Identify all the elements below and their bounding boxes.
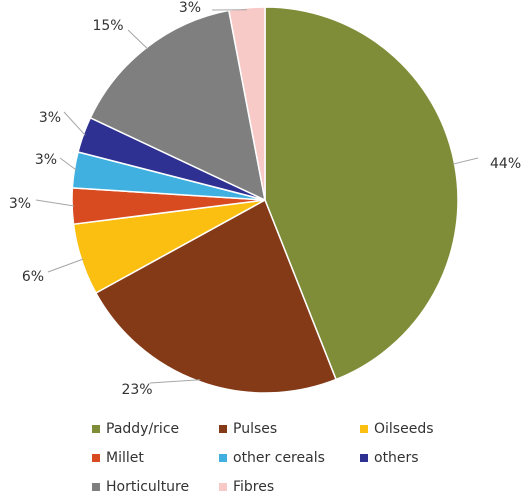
leader-line-pulses xyxy=(150,380,200,383)
data-label-fibres: 3% xyxy=(179,0,201,16)
data-label-horticulture: 15% xyxy=(92,18,123,34)
legend-swatch-pulses xyxy=(219,425,227,433)
data-label-others: 3% xyxy=(39,110,61,126)
data-label-oilseeds: 6% xyxy=(22,269,44,285)
legend-item-pulses: Pulses xyxy=(219,421,360,437)
legend-swatch-others xyxy=(360,454,368,462)
legend-item-horticulture: Horticulture xyxy=(92,479,219,495)
legend-row: Millet other cereals others xyxy=(92,443,522,472)
legend-label-others: others xyxy=(374,450,419,466)
legend-item-oilseeds: Oilseeds xyxy=(360,421,434,437)
legend-swatch-other-cereals xyxy=(219,454,227,462)
leader-line-oilseeds xyxy=(48,259,83,272)
data-label-other-cereals: 3% xyxy=(35,152,57,168)
legend-item-others: others xyxy=(360,450,419,466)
legend-item-millet: Millet xyxy=(92,450,219,466)
legend-row: Paddy/rice Pulses Oilseeds xyxy=(92,414,522,443)
legend-label-pulses: Pulses xyxy=(233,421,277,437)
legend-label-paddy-rice: Paddy/rice xyxy=(106,421,179,437)
data-label-millet: 3% xyxy=(9,196,31,212)
leader-line-millet xyxy=(36,200,74,206)
legend-item-paddy-rice: Paddy/rice xyxy=(92,421,219,437)
legend-label-fibres: Fibres xyxy=(233,479,274,495)
legend-swatch-horticulture xyxy=(92,483,100,491)
data-label-pulses: 23% xyxy=(121,382,152,398)
leader-line-others xyxy=(64,112,85,135)
legend-label-horticulture: Horticulture xyxy=(106,479,189,495)
legend-swatch-millet xyxy=(92,454,100,462)
leader-line-other-cereals xyxy=(60,158,76,170)
legend-row: Horticulture Fibres xyxy=(92,472,522,501)
legend-label-oilseeds: Oilseeds xyxy=(374,421,434,437)
legend: Paddy/rice Pulses Oilseeds Millet other … xyxy=(92,414,522,501)
leader-line-horticulture xyxy=(128,30,148,49)
legend-swatch-fibres xyxy=(219,483,227,491)
leader-line-paddy-rice xyxy=(453,158,478,164)
legend-label-millet: Millet xyxy=(106,450,144,466)
data-label-paddy-rice: 44% xyxy=(490,156,521,172)
legend-item-fibres: Fibres xyxy=(219,479,360,495)
legend-swatch-oilseeds xyxy=(360,425,368,433)
legend-swatch-paddy-rice xyxy=(92,425,100,433)
legend-label-other-cereals: other cereals xyxy=(233,450,325,466)
pie-chart: 44% 23% 6% 3% 3% 3% 15% 3% xyxy=(0,0,528,410)
legend-item-other-cereals: other cereals xyxy=(219,450,360,466)
